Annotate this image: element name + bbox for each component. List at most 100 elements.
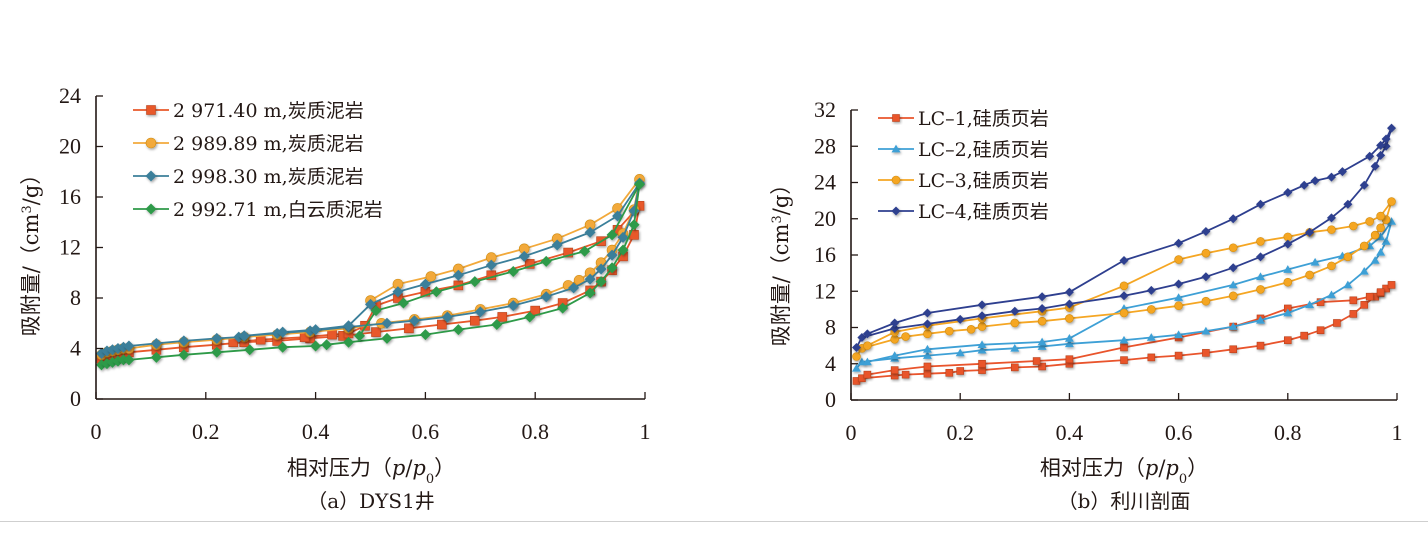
b-series-3-point xyxy=(1201,248,1211,258)
b-series-4-point xyxy=(1310,176,1320,186)
b-x-tick-label: 0 xyxy=(846,420,857,445)
b-series-2-point xyxy=(1359,266,1369,275)
b-series-3-point xyxy=(1010,318,1020,328)
b-legend-item: LC–2,硅质页岩 xyxy=(878,139,1049,161)
b-series-4-point xyxy=(1064,299,1074,309)
b-series-3-point xyxy=(1365,217,1374,226)
a-series-3-line xyxy=(101,182,641,355)
b-series-1-point xyxy=(1365,292,1374,301)
b-series-1 xyxy=(852,281,1396,385)
a-y-tick-label: 8 xyxy=(70,285,81,310)
b-series-3-point xyxy=(1376,211,1385,221)
b-series-4-point xyxy=(862,329,872,339)
b-series-4-point xyxy=(890,323,900,333)
a-series-4 xyxy=(95,178,646,371)
a-series-3-point xyxy=(211,332,223,344)
a-series-4-point xyxy=(540,255,552,267)
b-series-1-point xyxy=(1147,353,1156,362)
a-series-3-point xyxy=(551,239,563,251)
b-series-2-point xyxy=(1343,280,1353,289)
b-series-1-point xyxy=(901,370,910,379)
a-series-3-point xyxy=(584,273,596,285)
b-series-4-point xyxy=(1326,213,1336,223)
b-series-4-point xyxy=(1376,150,1386,160)
a-caption: （a）DYS1井 xyxy=(307,489,435,513)
b-series-1-point xyxy=(1174,351,1183,360)
b-series-2-point xyxy=(1283,308,1293,317)
a-series-4-point xyxy=(211,346,223,358)
a-legend-item: 2 989.89 m,炭质泥岩 xyxy=(133,133,364,155)
a-x-tick-label: 1 xyxy=(640,419,651,444)
a-series-1-point xyxy=(327,329,337,340)
a-series-3-point xyxy=(606,249,618,261)
a-y-tick-label: 16 xyxy=(59,184,81,209)
a-series-4-point xyxy=(244,344,256,356)
b-series-3-point xyxy=(1037,316,1047,326)
a-series-1-point xyxy=(524,259,535,269)
b-series-3-point xyxy=(1370,230,1380,240)
a-series-3 xyxy=(95,177,646,360)
b-series-2-point xyxy=(1037,342,1047,350)
b-series-4-point xyxy=(1201,226,1211,236)
b-series-4-point xyxy=(1326,172,1336,182)
b-series-3-point xyxy=(1147,305,1156,314)
a-x-tick-label: 0.4 xyxy=(302,419,330,444)
a-series-3-point xyxy=(150,337,162,349)
b-series-1-point xyxy=(1349,310,1358,318)
b-series-1-point xyxy=(1065,355,1074,364)
b-series-4-point xyxy=(1381,134,1391,144)
b-series-2-point xyxy=(955,348,965,357)
b-series-2-point xyxy=(1201,326,1211,335)
b-series-1-point xyxy=(1032,357,1041,365)
b-series-4-point xyxy=(1283,239,1293,249)
b-y-tick-label: 12 xyxy=(814,278,836,303)
a-series-1 xyxy=(96,201,645,364)
a-legend-marker xyxy=(145,137,157,149)
b-series-4-point xyxy=(1381,141,1391,151)
a-series-4-point xyxy=(452,324,464,336)
a-y-tick-label: 12 xyxy=(59,235,81,260)
b-series-2-point xyxy=(1305,300,1315,309)
a-series-3-point xyxy=(595,263,607,275)
a-series-4-point xyxy=(277,341,289,353)
a-series-4-point xyxy=(381,332,393,344)
b-series-2-point xyxy=(1010,344,1020,352)
a-series-3-point xyxy=(392,286,404,298)
b-y-tick-label: 16 xyxy=(814,242,836,267)
a-series-4-point xyxy=(557,302,569,314)
a-series-3-point xyxy=(584,226,596,238)
b-legend-label: LC–3,硅质页岩 xyxy=(918,170,1049,192)
a-legend-marker xyxy=(145,170,157,182)
b-series-1-point xyxy=(1256,341,1265,350)
b-series-1-point xyxy=(863,370,872,379)
a-series-4-point xyxy=(606,262,618,274)
a-series-1-point xyxy=(497,312,508,322)
b-x-tick-label: 0.8 xyxy=(1274,420,1302,445)
a-y-tick-label: 24 xyxy=(59,83,81,108)
b-series-4-point xyxy=(1174,279,1184,289)
b-series-2-point xyxy=(1387,217,1397,225)
b-series-2-point xyxy=(922,351,932,359)
b-series-3-point xyxy=(1119,308,1129,318)
b-series-2-point xyxy=(1370,256,1380,264)
b-series-4-point xyxy=(857,332,867,342)
b-y-tick-label: 32 xyxy=(814,97,836,122)
b-series-4-point xyxy=(1256,252,1265,262)
b-series-2-point xyxy=(1119,335,1129,344)
a-legend-marker xyxy=(146,105,156,115)
b-series-2-point xyxy=(977,345,987,354)
a-series-4-point xyxy=(579,245,591,257)
a-series-4-point xyxy=(178,349,190,361)
a-series-4-point xyxy=(524,311,536,323)
b-series-1-point xyxy=(945,369,954,377)
b-series-4-point xyxy=(1305,227,1315,237)
a-series-3-point xyxy=(474,306,486,318)
b-series-4-point xyxy=(1283,187,1293,197)
a-series-4-point xyxy=(491,319,503,331)
a-series-1-point xyxy=(404,323,414,334)
b-series-3-point xyxy=(863,341,872,350)
b-series-4-point xyxy=(1370,161,1380,171)
a-series-4-point xyxy=(370,305,382,317)
b-series-1-point xyxy=(923,362,932,371)
a-series-4-point xyxy=(343,336,355,348)
